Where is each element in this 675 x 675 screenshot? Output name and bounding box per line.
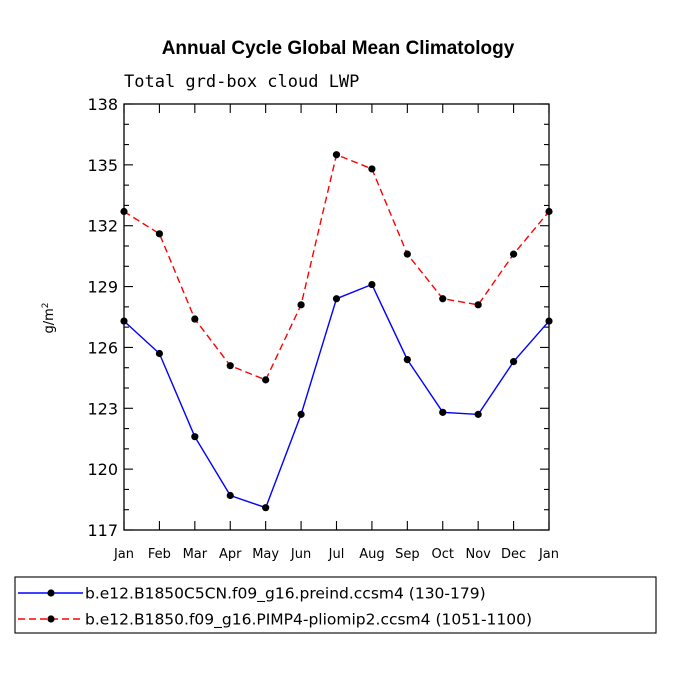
y-tick-label: 117 [87,521,118,540]
x-tick-label: Jan [538,547,559,562]
series-2-point [474,301,482,309]
series-1-point [509,358,518,366]
x-tick-label: Sep [395,547,420,562]
series-2-point [191,315,199,323]
y-axis-label: g/m2 [41,302,57,333]
series-2-point [368,165,376,173]
series-1-point [403,356,411,364]
y-tick-label: 135 [87,156,118,175]
legend-label-1: b.e12.B1850C5CN.f09_g16.preind.ccsm4 (13… [85,585,486,604]
series-1-point [191,433,199,441]
plot-frame [123,103,550,531]
legend: b.e12.B1850C5CN.f09_g16.preind.ccsm4 (13… [14,576,657,634]
series-2-point [297,301,305,309]
x-tick-label: Nov [465,547,491,562]
legend-box [14,576,657,634]
series-1-point [262,504,270,512]
series-2-point [403,250,411,258]
y-tick-label: 120 [87,460,118,479]
chart-subtitle: Total grd-box cloud LWP [124,72,359,92]
x-tick-label: Apr [219,547,242,562]
series-2-point [155,230,164,238]
y-tick-label: 123 [87,399,118,418]
x-tick-label: May [252,547,279,562]
legend-marker-1 [47,589,55,597]
series-2-point [509,250,518,258]
x-tick-label: Oct [432,547,454,562]
series-layer [120,151,553,512]
legend-marker-2 [47,615,55,623]
y-axis-label-sup: 2 [41,302,51,308]
series-line-2 [123,153,550,381]
series-1-point [439,408,447,416]
y-tick-label: 138 [87,95,118,114]
series-2-point [332,151,341,159]
series-2-point [262,376,270,384]
x-tick-label: Jan [113,547,134,562]
x-tick-label: Mar [183,547,208,562]
x-tick-label: Dec [501,547,526,562]
series-1-point [474,410,482,418]
x-tick-label: Jun [290,547,311,562]
x-tick-label: Jul [328,547,345,562]
chart-title: Annual Cycle Global Mean Climatology [162,38,515,59]
series-1-point [332,295,341,303]
y-axis-label-base: g/m [42,308,57,333]
series-2-point [439,295,447,303]
x-tick-label: Aug [359,547,384,562]
y-tick-label: 129 [87,278,118,297]
y-tick-label: 132 [87,217,118,236]
series-1-point [155,349,164,358]
series-line-1 [123,283,550,509]
series-1-point [297,410,305,418]
series-2-point [226,362,234,370]
plot-axes: 117 120 123 126 129 132 135 138 Jan Feb Mar Apr May J… [87,95,559,562]
legend-label-2: b.e12.B1850.f09_g16.PIMP4-pliomip2.ccsm4… [85,611,532,630]
series-1-point [368,280,376,289]
y-tick-label: 126 [87,338,118,357]
series-1-point [226,491,234,500]
x-tick-label: Feb [148,547,171,562]
